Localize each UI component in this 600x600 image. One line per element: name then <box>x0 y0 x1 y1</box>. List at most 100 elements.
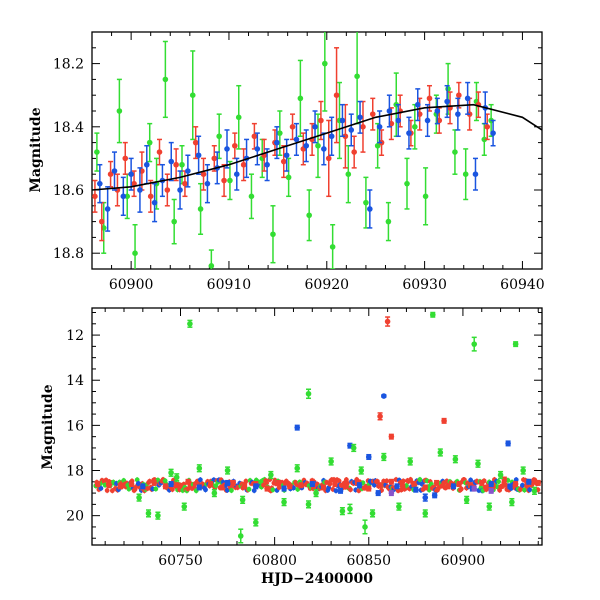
baseline-point <box>197 477 203 483</box>
blue-data-point <box>488 481 494 487</box>
baseline-point <box>126 486 132 492</box>
blue-data-point <box>111 168 118 174</box>
red-data-point <box>122 155 129 162</box>
green-data-point <box>145 510 152 517</box>
red-data-point <box>173 161 179 168</box>
baseline-point <box>520 482 525 488</box>
green-data-point <box>445 86 451 92</box>
red-data-point <box>289 124 296 130</box>
red-data-point <box>98 218 105 225</box>
blue-data-point <box>455 111 461 117</box>
red-data-point <box>360 124 366 130</box>
red-data-point <box>484 124 491 130</box>
blue-data-point <box>337 488 344 494</box>
red-data-point <box>106 482 112 488</box>
green-data-point <box>385 218 392 225</box>
green-data-point <box>248 193 255 200</box>
blue-data-point <box>274 139 280 146</box>
green-data-point <box>237 533 244 539</box>
baseline-point <box>503 482 509 488</box>
blue-data-point <box>321 146 327 152</box>
y-tick-label: 12 <box>66 328 84 344</box>
green-data-point <box>132 250 138 256</box>
bottom-y-axis-label: Magnitude <box>40 384 56 469</box>
blue-data-point <box>120 193 127 200</box>
top-panel: 60900 60910 60920 60930 60940 18.2 18.4 18.6 18.… <box>28 31 545 293</box>
red-data-point <box>388 433 395 440</box>
green-data-point <box>281 499 287 505</box>
green-data-point <box>347 506 353 512</box>
green-data-point <box>429 311 436 318</box>
green-data-point <box>224 467 231 474</box>
red-data-point <box>325 155 332 162</box>
top-data <box>92 32 542 269</box>
red-data-point <box>422 484 429 491</box>
green-data-point <box>189 92 196 98</box>
green-data-point <box>136 494 142 501</box>
green-data-point <box>285 174 292 181</box>
blue-data-point <box>309 481 316 487</box>
x-tick-label: 60900 <box>109 277 154 293</box>
y-tick-label: 18.8 <box>53 246 84 262</box>
blue-data-point <box>185 168 191 174</box>
baseline-point <box>408 477 413 482</box>
green-data-point <box>197 206 204 212</box>
bottom-data <box>93 311 542 544</box>
blue-data-point <box>283 152 290 159</box>
red-data-point <box>131 180 137 187</box>
green-data-point <box>350 445 357 451</box>
green-data-point <box>462 171 469 177</box>
green-data-point <box>381 454 387 460</box>
baseline-point <box>153 486 159 492</box>
red-data-point <box>147 193 154 200</box>
blue-data-point <box>196 484 203 491</box>
baseline-point <box>527 487 533 493</box>
red-data-point <box>318 117 324 124</box>
blue-data-point <box>450 483 457 490</box>
green-data-point <box>463 497 470 503</box>
red-data-point <box>207 481 214 487</box>
blue-data-point <box>472 171 479 177</box>
green-data-point <box>354 73 360 80</box>
green-data-point <box>363 199 369 206</box>
red-data-point <box>426 95 433 102</box>
blue-data-point <box>195 152 202 159</box>
red-data-point <box>275 480 282 486</box>
baseline-point <box>213 483 219 489</box>
x-tick-label: 60750 <box>158 553 203 569</box>
blue-data-point <box>414 101 421 108</box>
blue-data-point <box>406 130 412 136</box>
green-data-point <box>329 244 336 250</box>
blue-data-point <box>143 161 150 168</box>
bottom-plot-frame <box>91 307 543 546</box>
baseline-point <box>400 478 406 484</box>
green-data-point <box>168 469 174 476</box>
blue-data-point <box>413 486 419 493</box>
blue-data-point <box>339 117 346 124</box>
red-data-point <box>151 480 157 486</box>
red-data-point <box>173 482 180 488</box>
red-data-point <box>501 476 508 483</box>
green-data-point <box>481 136 488 143</box>
baseline-point <box>522 487 527 493</box>
baseline-point <box>264 480 270 486</box>
blue-data-point <box>434 108 441 114</box>
top-y-axis-label: Magnitude <box>28 107 44 192</box>
y-tick-label: 18 <box>66 464 84 480</box>
blue-data-point <box>507 483 513 490</box>
blue-data-point <box>505 440 511 447</box>
green-data-point <box>235 114 242 121</box>
green-data-point <box>452 149 458 155</box>
green-data-point <box>94 149 100 155</box>
red-data-point <box>365 485 372 492</box>
x-tick-label: 60940 <box>500 277 545 293</box>
green-data-point <box>208 263 215 269</box>
baseline-point <box>333 488 339 494</box>
bottom-x-axis-label: HJD−2400000 <box>261 571 373 587</box>
red-data-point <box>377 413 383 420</box>
top-ticks: 60900 60910 60920 60930 60940 18.2 18.4 18.6 18.… <box>53 31 545 293</box>
green-data-point <box>437 449 444 456</box>
blue-data-point <box>293 136 300 143</box>
red-data-point <box>162 483 169 490</box>
blue-data-point <box>137 187 143 193</box>
